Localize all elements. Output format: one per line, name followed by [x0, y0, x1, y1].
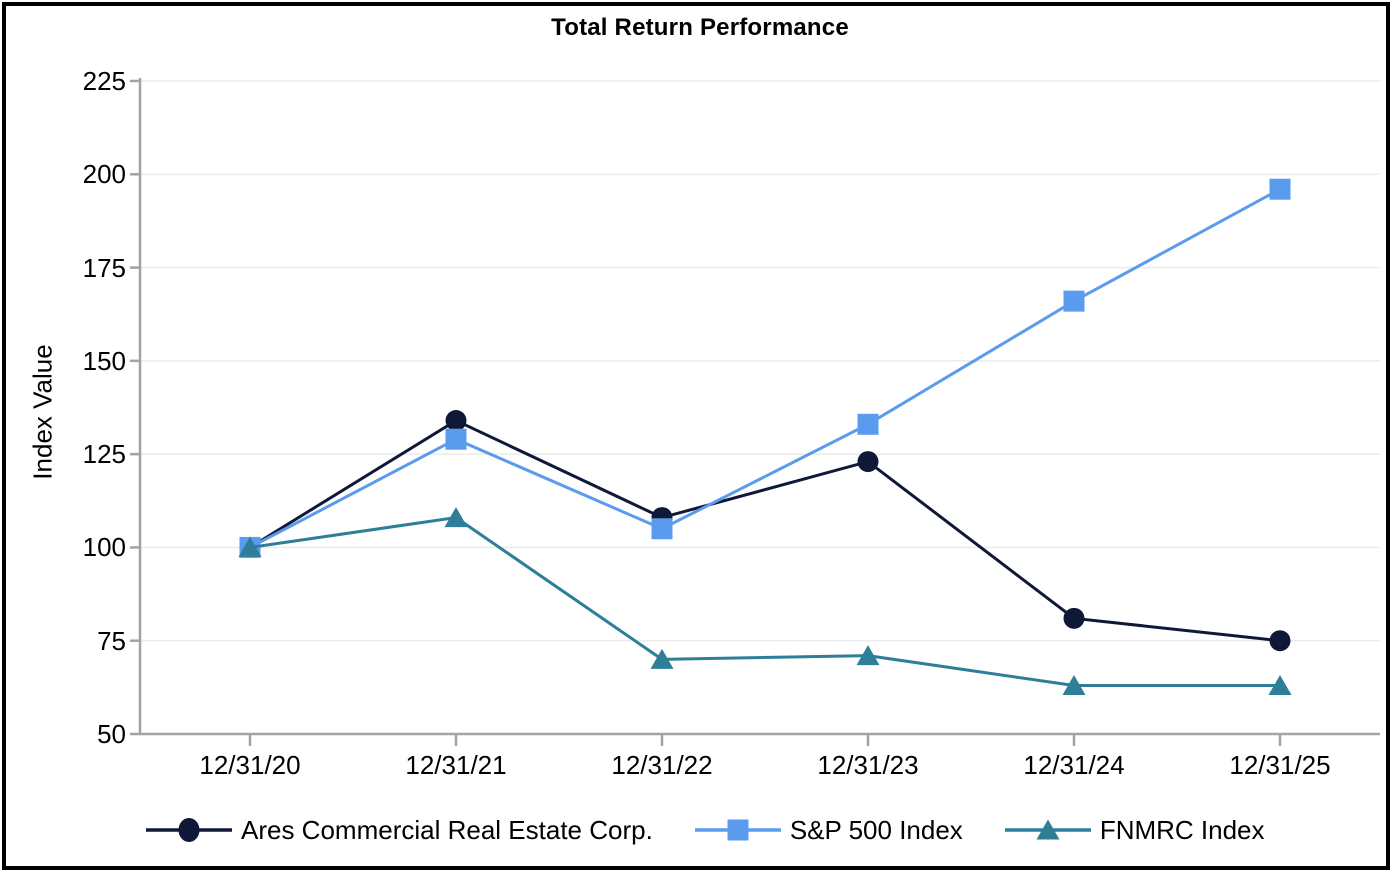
y-tick-label: 225: [82, 66, 126, 96]
y-tick-label: 50: [97, 719, 126, 749]
data-point-triangle: [444, 507, 468, 528]
legend-item: FNMRC Index: [1004, 810, 1265, 850]
data-point-circle: [1063, 607, 1085, 629]
y-tick-label: 125: [82, 439, 126, 470]
x-tick-label: 12/31/21: [405, 750, 507, 780]
x-tick-label: 12/31/22: [611, 750, 713, 780]
x-tick-label: 12/31/23: [817, 750, 919, 780]
y-tick-label: 75: [97, 625, 126, 656]
legend: Ares Commercial Real Estate Corp. S&P 500…: [146, 810, 1265, 850]
series-line: [249, 187, 1281, 549]
legend-marker-circle-icon: [146, 818, 232, 842]
data-point-square: [1063, 290, 1085, 312]
data-point-square: [857, 413, 879, 435]
y-tick-label: 200: [82, 159, 126, 190]
data-point-triangle: [238, 536, 262, 557]
data-point-triangle: [1062, 674, 1086, 695]
legend-marker-square-icon: [694, 819, 781, 841]
chart-title: Total Return Performance: [551, 14, 849, 41]
data-point-square: [445, 428, 467, 450]
data-point-square: [1269, 178, 1291, 200]
data-point-triangle: [856, 645, 880, 666]
data-point-circle: [445, 410, 467, 432]
y-tick-label: 150: [82, 345, 126, 376]
data-point-circle: [857, 451, 879, 473]
data-point-square: [651, 518, 673, 540]
legend-item: Ares Commercial Real Estate Corp.: [146, 810, 653, 850]
data-point-triangle: [1268, 674, 1292, 695]
legend-label: S&P 500 Index: [789, 814, 963, 845]
y-tick-label: 100: [82, 532, 126, 563]
x-tick-label: 12/31/20: [199, 750, 301, 780]
x-tick-label: 12/31/25: [1229, 750, 1331, 780]
legend-label: Ares Commercial Real Estate Corp.: [241, 814, 653, 845]
legend-item: S&P 500 Index: [694, 810, 963, 850]
data-point-circle: [1269, 630, 1291, 652]
legend-label: FNMRC Index: [1099, 814, 1265, 845]
x-tick-label: 12/31/24: [1023, 750, 1125, 780]
y-tick-label: 175: [82, 252, 126, 283]
series-line: [249, 418, 1281, 643]
legend-marker-triangle-icon: [1004, 819, 1091, 840]
data-point-triangle: [650, 648, 674, 669]
series-line: [249, 516, 1280, 687]
